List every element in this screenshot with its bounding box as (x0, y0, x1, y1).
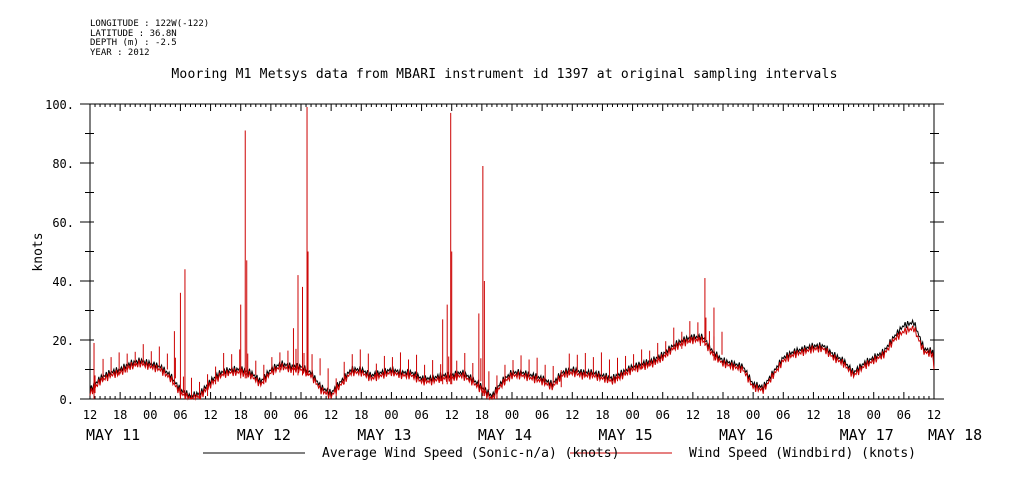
longitude-label: LONGITUDE : 122W(-122) (90, 19, 210, 29)
x-tick-label: 06 (294, 408, 308, 422)
legend-series-average: Average Wind Speed (Sonic-n/a) (knots) (322, 446, 620, 461)
x-tick-label: 18 (475, 408, 489, 422)
x-day-label: MAY 16 (719, 426, 773, 444)
x-tick-label: 06 (173, 408, 187, 422)
x-day-label: MAY 18 (928, 426, 982, 444)
x-tick-label: 12 (83, 408, 97, 422)
x-tick-label: 00 (746, 408, 760, 422)
chart-title: Mooring M1 Metsys data from MBARI instru… (171, 67, 838, 82)
y-tick-label: 0. (60, 393, 74, 407)
x-tick-label: 12 (927, 408, 941, 422)
depth-label: DEPTH (m) : -2.5 (90, 38, 177, 48)
x-tick-label: 18 (354, 408, 368, 422)
x-tick-label: 06 (655, 408, 669, 422)
year-label: YEAR : 2012 (90, 47, 150, 58)
x-day-label: MAY 11 (86, 426, 140, 444)
x-tick-label: 12 (324, 408, 338, 422)
x-day-label: MAY 12 (237, 426, 291, 444)
y-tick-label: 40. (52, 275, 74, 289)
x-tick-label: 12 (686, 408, 700, 422)
y-tick-label: 20. (52, 334, 74, 348)
x-tick-label: 06 (897, 408, 911, 422)
series-line-windbird (89, 325, 935, 401)
x-day-label: MAY 17 (840, 426, 894, 444)
y-tick-label: 80. (52, 157, 74, 171)
x-day-label: MAY 14 (478, 426, 532, 444)
x-tick-label: 18 (595, 408, 609, 422)
x-tick-label: 00 (625, 408, 639, 422)
x-day-label: MAY 13 (357, 426, 411, 444)
x-tick-label: 06 (414, 408, 428, 422)
y-tick-label: 60. (52, 216, 74, 230)
x-tick-label: 06 (776, 408, 790, 422)
x-tick-label: 12 (444, 408, 458, 422)
metadata-block: LONGITUDE : 122W(-122) LATITUDE : 36.8N … (90, 19, 210, 58)
series-line-average (89, 318, 935, 400)
x-tick-label: 18 (836, 408, 850, 422)
x-tick-label: 00 (384, 408, 398, 422)
y-axis-label: knots (31, 232, 46, 271)
plot-frame (89, 103, 935, 400)
x-tick-label: 18 (716, 408, 730, 422)
x-tick-label: 00 (143, 408, 157, 422)
x-tick-label: 18 (113, 408, 127, 422)
x-tick-label: 12 (806, 408, 820, 422)
x-tick-label: 00 (505, 408, 519, 422)
latitude-label: LATITUDE : 36.8N (90, 28, 177, 39)
x-tick-label: 06 (535, 408, 549, 422)
x-tick-label: 12 (203, 408, 217, 422)
legend-series-windbird: Wind Speed (Windbird) (knots) (689, 446, 916, 461)
x-tick-label: 00 (866, 408, 880, 422)
y-tick-label: 100. (45, 98, 74, 112)
x-day-label: MAY 15 (598, 426, 652, 444)
x-tick-label: 00 (264, 408, 278, 422)
x-tick-label: 18 (233, 408, 247, 422)
x-tick-label: 12 (565, 408, 579, 422)
